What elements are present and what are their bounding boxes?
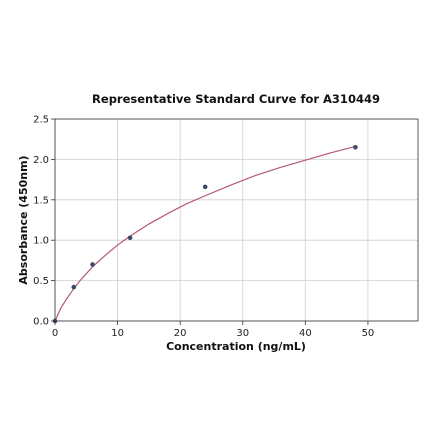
fit-curve-layer [54,145,356,322]
grid-lines [54,118,418,322]
y-tick-label: 1.0 [33,236,49,247]
fit-curve [54,145,356,322]
data-point [127,235,133,241]
chart-title: Representative Standard Curve for A31044… [92,92,380,106]
data-point [90,262,95,267]
x-tick-label: 20 [174,328,187,339]
x-tick-label: 0 [52,328,58,339]
x-tick-label: 10 [111,328,124,339]
x-tick-label: 50 [362,328,375,339]
y-tick-label: 0.5 [33,276,49,287]
y-tick-label: 0.0 [33,317,49,328]
plot-frame [54,118,419,322]
x-axis-label: Concentration (ng/mL) [166,340,306,353]
data-point [71,284,77,290]
data-point [353,144,358,150]
x-tick-label: 40 [299,328,312,339]
y-tick-label: 2.0 [33,155,49,166]
x-tick-label: 30 [236,328,249,339]
data-points-layer [52,144,358,324]
y-tick-label: 1.5 [33,195,49,206]
y-axis-label: Absorbance (450nm) [17,155,30,284]
axis-ticks: 0 10 20 30 40 50 0.0 0.5 1.0 1.5 2.0 2.5 [33,115,374,340]
y-tick-label: 2.5 [33,115,49,126]
data-point [202,184,208,190]
